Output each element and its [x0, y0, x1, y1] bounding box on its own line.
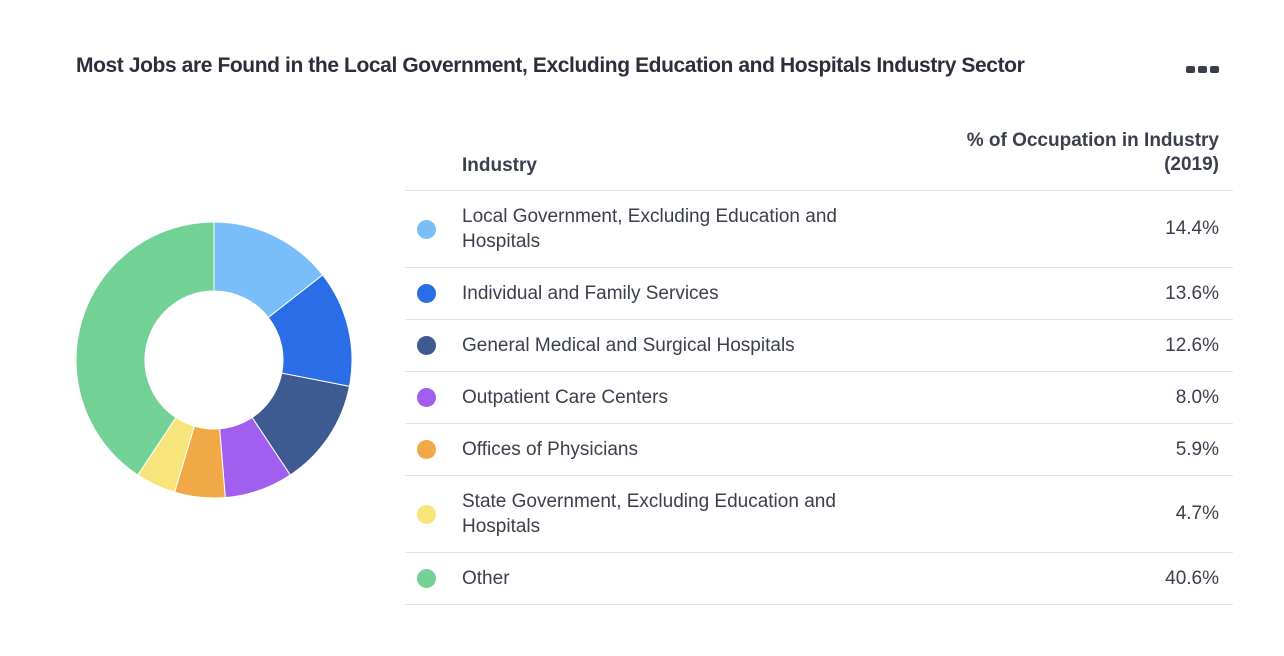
table-row: Offices of Physicians 5.9%	[405, 424, 1233, 476]
industry-table: Industry % of Occupation in Industry (20…	[405, 126, 1233, 605]
industry-label: State Government, Excluding Education an…	[462, 491, 836, 537]
percent-value: 40.6%	[1165, 567, 1219, 589]
table-row: General Medical and Surgical Hospitals 12…	[405, 320, 1233, 372]
percent-value: 4.7%	[1175, 503, 1219, 524]
percent-value: 12.6%	[1165, 334, 1219, 356]
table-row: Local Government, Excluding Education an…	[405, 191, 1233, 268]
industry-label: Local Government, Excluding Education an…	[462, 206, 837, 252]
industry-label: Outpatient Care Centers	[462, 387, 668, 408]
table-header: Industry % of Occupation in Industry (20…	[405, 126, 1233, 191]
legend-dot	[417, 284, 436, 303]
more-horizontal-icon-dot	[1198, 65, 1207, 73]
legend-dot	[417, 504, 436, 524]
chart-title: Most Jobs are Found in the Local Governm…	[76, 54, 1025, 77]
percent-column-header: % of Occupation in Industry (2019)	[889, 129, 1219, 177]
percent-value: 13.6%	[1165, 282, 1219, 304]
donut-chart	[76, 222, 352, 498]
percent-value: 8.0%	[1175, 386, 1219, 408]
more-horizontal-icon-dot	[1210, 65, 1219, 73]
table-row: Other 40.6%	[405, 553, 1233, 605]
donut-slice-7[interactable]	[76, 222, 215, 476]
legend-dot	[417, 569, 436, 588]
industry-label: Other	[462, 568, 510, 589]
percent-column-header-line2: (2019)	[1164, 154, 1219, 175]
table-body: Local Government, Excluding Education an…	[405, 191, 1233, 605]
industry-column-header: Industry	[462, 155, 537, 176]
table-row: Outpatient Care Centers 8.0%	[405, 372, 1233, 424]
percent-column-header-line1: % of Occupation in Industry	[966, 130, 1219, 151]
industry-label: General Medical and Surgical Hospitals	[462, 335, 795, 356]
table-row: Individual and Family Services 13.6%	[405, 268, 1233, 320]
industry-label: Offices of Physicians	[462, 439, 639, 460]
percent-value: 14.4%	[1165, 218, 1219, 239]
more-options-button[interactable]	[1186, 62, 1226, 76]
legend-dot	[417, 336, 436, 355]
legend-dot	[417, 440, 436, 459]
percent-value: 5.9%	[1175, 438, 1219, 460]
industry-label: Individual and Family Services	[462, 283, 719, 304]
legend-dot	[417, 219, 436, 239]
more-horizontal-icon	[1186, 65, 1195, 73]
table-row: State Government, Excluding Education an…	[405, 476, 1233, 553]
legend-dot	[417, 388, 436, 407]
